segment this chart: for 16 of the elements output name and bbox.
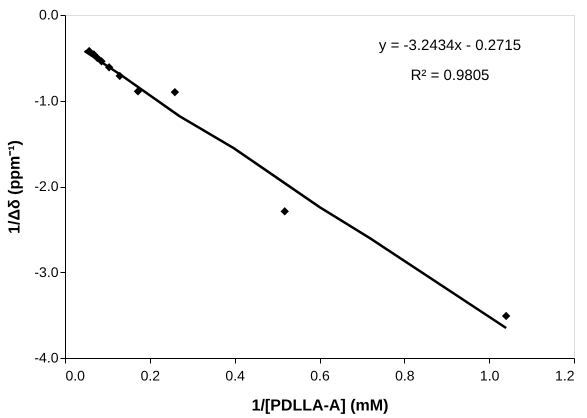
x-tick-label: 1.2	[555, 368, 575, 384]
annotation: R² = 0.9805	[410, 67, 490, 84]
x-axis-title: 1/[PDLLA-A] (mM)	[252, 398, 388, 414]
y-tick-label: 0.0	[39, 6, 59, 22]
y-tick-label: -4.0	[34, 350, 59, 366]
y-axis-title: 1/Δδ (ppm⁻¹)	[6, 140, 24, 234]
y-tick-label: -1.0	[34, 92, 59, 108]
x-tick-label: 0.6	[310, 368, 330, 384]
x-tick-label: 0.8	[395, 368, 415, 384]
y-tick-label: -3.0	[34, 264, 59, 280]
y-tick-label: -2.0	[34, 178, 59, 194]
x-tick-label: 0.0	[66, 368, 86, 384]
x-tick-label: 0.2	[140, 368, 160, 384]
annotation: y = -3.2434x - 0.2715	[378, 37, 522, 54]
x-tick-label: 0.4	[225, 368, 246, 384]
x-tick-label: 1.0	[480, 368, 500, 384]
